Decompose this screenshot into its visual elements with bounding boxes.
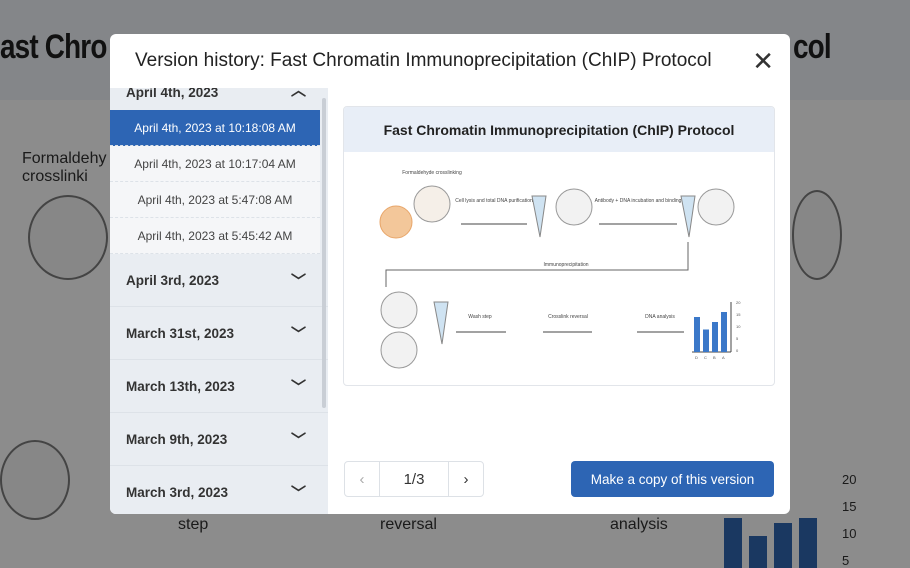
chart-category: D (695, 355, 698, 360)
chart-category: A (722, 355, 725, 360)
chart-tick: 20 (736, 300, 741, 305)
chevron-down-icon[interactable]: ﹀ (290, 431, 306, 449)
chart-bar (712, 322, 718, 352)
chart-bar (721, 312, 727, 352)
arrow (385, 242, 689, 287)
tube-icon (433, 301, 449, 345)
diagram-label: Wash step (468, 314, 492, 320)
group-label: April 4th, 2023 (126, 88, 219, 100)
group-april-3rd[interactable]: April 3rd, 2023 ﹀ (110, 254, 328, 307)
chevron-down-icon[interactable]: ﹀ (290, 378, 306, 396)
version-sidebar: April 4th, 2023 ︿ April 4th, 2023 at 10:… (110, 88, 328, 514)
chart-tick: 15 (736, 312, 741, 317)
diagram-label: DNA analysis (645, 314, 675, 320)
group-label: March 13th, 2023 (126, 378, 235, 394)
protocol-diagram: Formaldehyde crosslinking Cell lysis and… (379, 170, 741, 369)
version-item-selected[interactable]: April 4th, 2023 at 10:18:08 AM (110, 110, 320, 146)
modal-title: Version history: Fast Chromatin Immunopr… (135, 50, 712, 71)
diagram-label: Crosslink reversal (548, 314, 588, 320)
zoom-circle (380, 291, 418, 329)
prev-page-button[interactable]: ‹ (359, 470, 365, 488)
group-march-13th[interactable]: March 13th, 2023 ﹀ (110, 360, 328, 413)
cell-icon (379, 205, 413, 239)
modal-header: Version history: Fast Chromatin Immunopr… (110, 34, 790, 88)
zoom-circle (697, 188, 735, 226)
chart-tick: 0 (736, 348, 739, 353)
group-label: April 3rd, 2023 (126, 272, 220, 288)
next-page-button[interactable]: › (463, 470, 469, 488)
zoom-circle (555, 188, 593, 226)
chevron-up-icon[interactable]: ︿ (290, 88, 306, 99)
group-march-3rd[interactable]: March 3rd, 2023 ﹀ (110, 466, 328, 514)
version-item[interactable]: April 4th, 2023 at 5:47:08 AM (110, 182, 320, 218)
group-label: March 3rd, 2023 (126, 484, 229, 500)
page-indicator: 1/3 (379, 462, 449, 496)
chart-bar (703, 329, 709, 352)
tube-icon (680, 195, 696, 238)
chevron-down-icon[interactable]: ﹀ (290, 484, 306, 502)
version-item[interactable]: April 4th, 2023 at 10:17:04 AM (110, 146, 320, 182)
group-label: March 31st, 2023 (126, 325, 235, 341)
group-march-31st[interactable]: March 31st, 2023 ﹀ (110, 307, 328, 360)
chart-category: B (713, 355, 716, 360)
chart-category: C (704, 355, 707, 360)
group-march-9th[interactable]: March 9th, 2023 ﹀ (110, 413, 328, 466)
diagram-label: Cell lysis and total DNA purification (455, 198, 533, 204)
mini-bar-chart: 20 15 10 5 0 D C B A (692, 300, 741, 360)
diagram-label: Immunoprecipitation (543, 262, 588, 268)
preview-title: Fast Chromatin Immunoprecipitation (ChIP… (344, 107, 774, 152)
tube-icon (531, 195, 547, 238)
group-april-4th[interactable]: April 4th, 2023 ︿ (110, 88, 328, 100)
sidebar-scrollbar[interactable] (322, 98, 326, 408)
diagram-label: Formaldehyde crosslinking (402, 170, 462, 176)
pagination: ‹ 1/3 › (344, 461, 484, 497)
zoom-circle (413, 185, 451, 223)
diagram-label: Antibody + DNA incubation and binding (595, 198, 682, 204)
chart-bar (694, 317, 700, 352)
chevron-down-icon[interactable]: ﹀ (290, 325, 306, 343)
preview-card: Fast Chromatin Immunoprecipitation (ChIP… (343, 106, 775, 386)
chart-tick: 5 (736, 336, 739, 341)
preview-panel: Fast Chromatin Immunoprecipitation (ChIP… (328, 88, 790, 514)
chart-tick: 10 (736, 324, 741, 329)
close-icon[interactable]: ✕ (752, 46, 774, 76)
zoom-circle (380, 331, 418, 369)
version-history-modal: Version history: Fast Chromatin Immunopr… (110, 34, 790, 514)
version-item[interactable]: April 4th, 2023 at 5:45:42 AM (110, 218, 320, 254)
make-copy-button[interactable]: Make a copy of this version (571, 461, 774, 497)
group-label: March 9th, 2023 (126, 431, 228, 447)
chevron-down-icon[interactable]: ﹀ (290, 272, 306, 290)
